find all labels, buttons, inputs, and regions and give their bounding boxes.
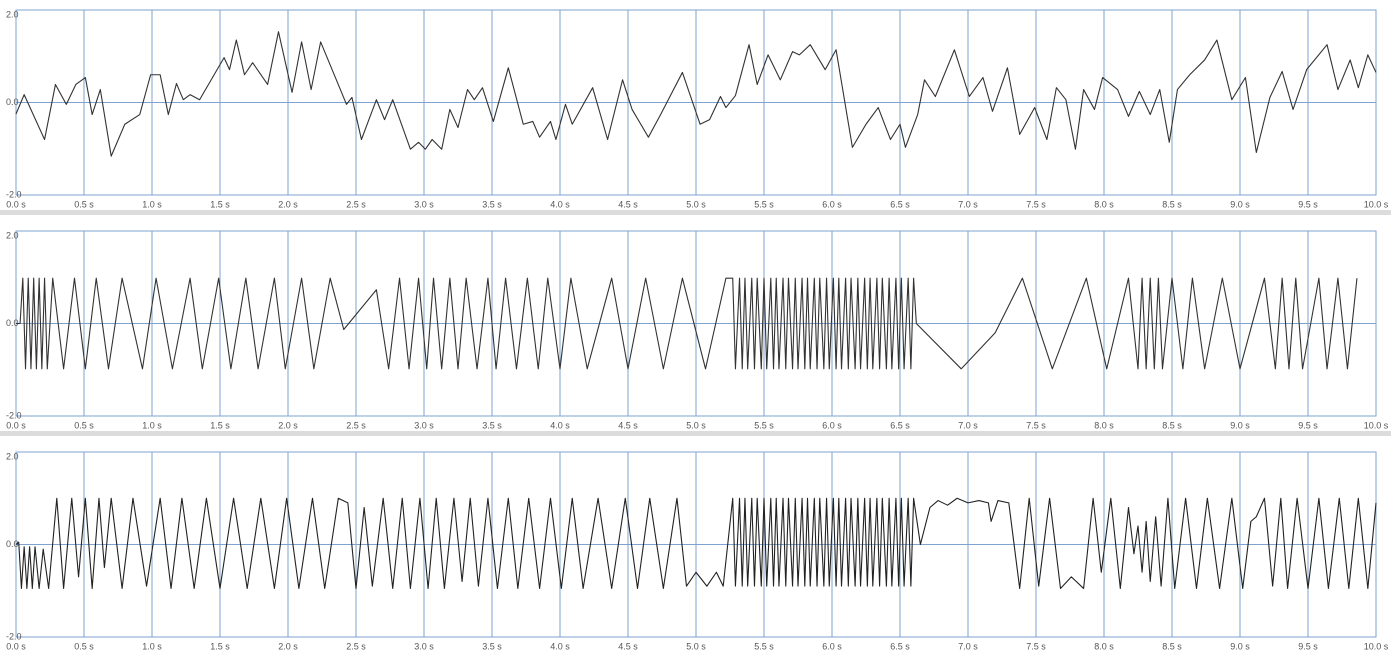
x-tick-label: 3.5 s <box>482 199 502 209</box>
x-tick-label: 1.0 s <box>142 420 162 430</box>
x-tick-label: 5.0 s <box>686 199 706 209</box>
y-tick-label: 2.0 <box>6 9 19 19</box>
x-tick-label: 4.0 s <box>550 641 570 651</box>
x-tick-label: 1.5 s <box>210 199 230 209</box>
x-tick-label: 4.5 s <box>618 641 638 651</box>
x-tick-label: 3.5 s <box>482 641 502 651</box>
x-tick-label: 1.5 s <box>210 641 230 651</box>
x-tick-label: 6.0 s <box>822 420 842 430</box>
x-tick-label: 5.5 s <box>754 641 774 651</box>
x-tick-label: 6.0 s <box>822 199 842 209</box>
x-tick-label: 4.5 s <box>618 199 638 209</box>
y-tick-label: 0.0 <box>6 318 19 328</box>
x-tick-label: 3.0 s <box>414 199 434 209</box>
x-tick-label: 9.0 s <box>1230 420 1250 430</box>
x-tick-label: 4.5 s <box>618 420 638 430</box>
x-tick-label: 6.5 s <box>890 199 910 209</box>
x-tick-label: 1.0 s <box>142 199 162 209</box>
x-tick-label: 5.0 s <box>686 641 706 651</box>
x-tick-label: 2.5 s <box>346 641 366 651</box>
y-tick-label: 0.0 <box>6 539 19 549</box>
x-tick-label: 1.5 s <box>210 420 230 430</box>
signal-line <box>16 277 1358 370</box>
y-tick-label: -2.0 <box>6 189 22 199</box>
x-tick-label: 9.0 s <box>1230 641 1250 651</box>
x-tick-label: 8.5 s <box>1162 199 1182 209</box>
y-tick-label: 0.0 <box>6 97 19 107</box>
x-tick-label: 9.5 s <box>1298 199 1318 209</box>
x-tick-label: 6.5 s <box>890 641 910 651</box>
x-tick-label: 9.5 s <box>1298 641 1318 651</box>
x-tick-label: 0.0 s <box>6 199 26 209</box>
x-tick-label: 7.0 s <box>958 420 978 430</box>
x-tick-label: 8.0 s <box>1094 420 1114 430</box>
x-tick-label: 0.5 s <box>74 420 94 430</box>
x-tick-label: 0.0 s <box>6 420 26 430</box>
x-tick-label: 8.0 s <box>1094 199 1114 209</box>
x-tick-label: 1.0 s <box>142 641 162 651</box>
x-tick-label: 3.0 s <box>414 641 434 651</box>
x-tick-label: 2.0 s <box>278 420 298 430</box>
x-tick-label: 10.0 s <box>1364 641 1389 651</box>
x-tick-label: 0.0 s <box>6 641 26 651</box>
x-tick-label: 7.5 s <box>1026 199 1046 209</box>
x-tick-label: 10.0 s <box>1364 199 1389 209</box>
x-tick-label: 6.0 s <box>822 641 842 651</box>
x-tick-label: 3.0 s <box>414 420 434 430</box>
x-tick-label: 2.5 s <box>346 420 366 430</box>
x-tick-label: 3.5 s <box>482 420 502 430</box>
x-tick-label: 8.5 s <box>1162 641 1182 651</box>
x-tick-label: 7.0 s <box>958 199 978 209</box>
panel-separator <box>0 431 1391 436</box>
x-tick-label: 2.0 s <box>278 641 298 651</box>
x-tick-label: 7.5 s <box>1026 420 1046 430</box>
x-tick-label: 6.5 s <box>890 420 910 430</box>
x-tick-label: 7.0 s <box>958 641 978 651</box>
x-tick-label: 9.0 s <box>1230 199 1250 209</box>
x-tick-label: 4.0 s <box>550 420 570 430</box>
y-tick-label: 2.0 <box>6 451 19 461</box>
y-tick-label: 2.0 <box>6 230 19 240</box>
x-tick-label: 4.0 s <box>550 199 570 209</box>
signal-line <box>15 497 1377 589</box>
x-tick-label: 9.5 s <box>1298 420 1318 430</box>
x-tick-label: 8.5 s <box>1162 420 1182 430</box>
x-tick-label: 2.5 s <box>346 199 366 209</box>
x-tick-label: 5.5 s <box>754 199 774 209</box>
x-tick-label: 0.5 s <box>74 199 94 209</box>
panel-separator <box>0 210 1391 215</box>
x-tick-label: 5.0 s <box>686 420 706 430</box>
x-tick-label: 10.0 s <box>1364 420 1389 430</box>
x-tick-label: 8.0 s <box>1094 641 1114 651</box>
x-tick-label: 0.5 s <box>74 641 94 651</box>
signal-line <box>15 31 1377 157</box>
y-tick-label: -2.0 <box>6 410 22 420</box>
x-tick-label: 5.5 s <box>754 420 774 430</box>
y-tick-label: -2.0 <box>6 631 22 641</box>
x-tick-label: 7.5 s <box>1026 641 1046 651</box>
x-tick-label: 2.0 s <box>278 199 298 209</box>
